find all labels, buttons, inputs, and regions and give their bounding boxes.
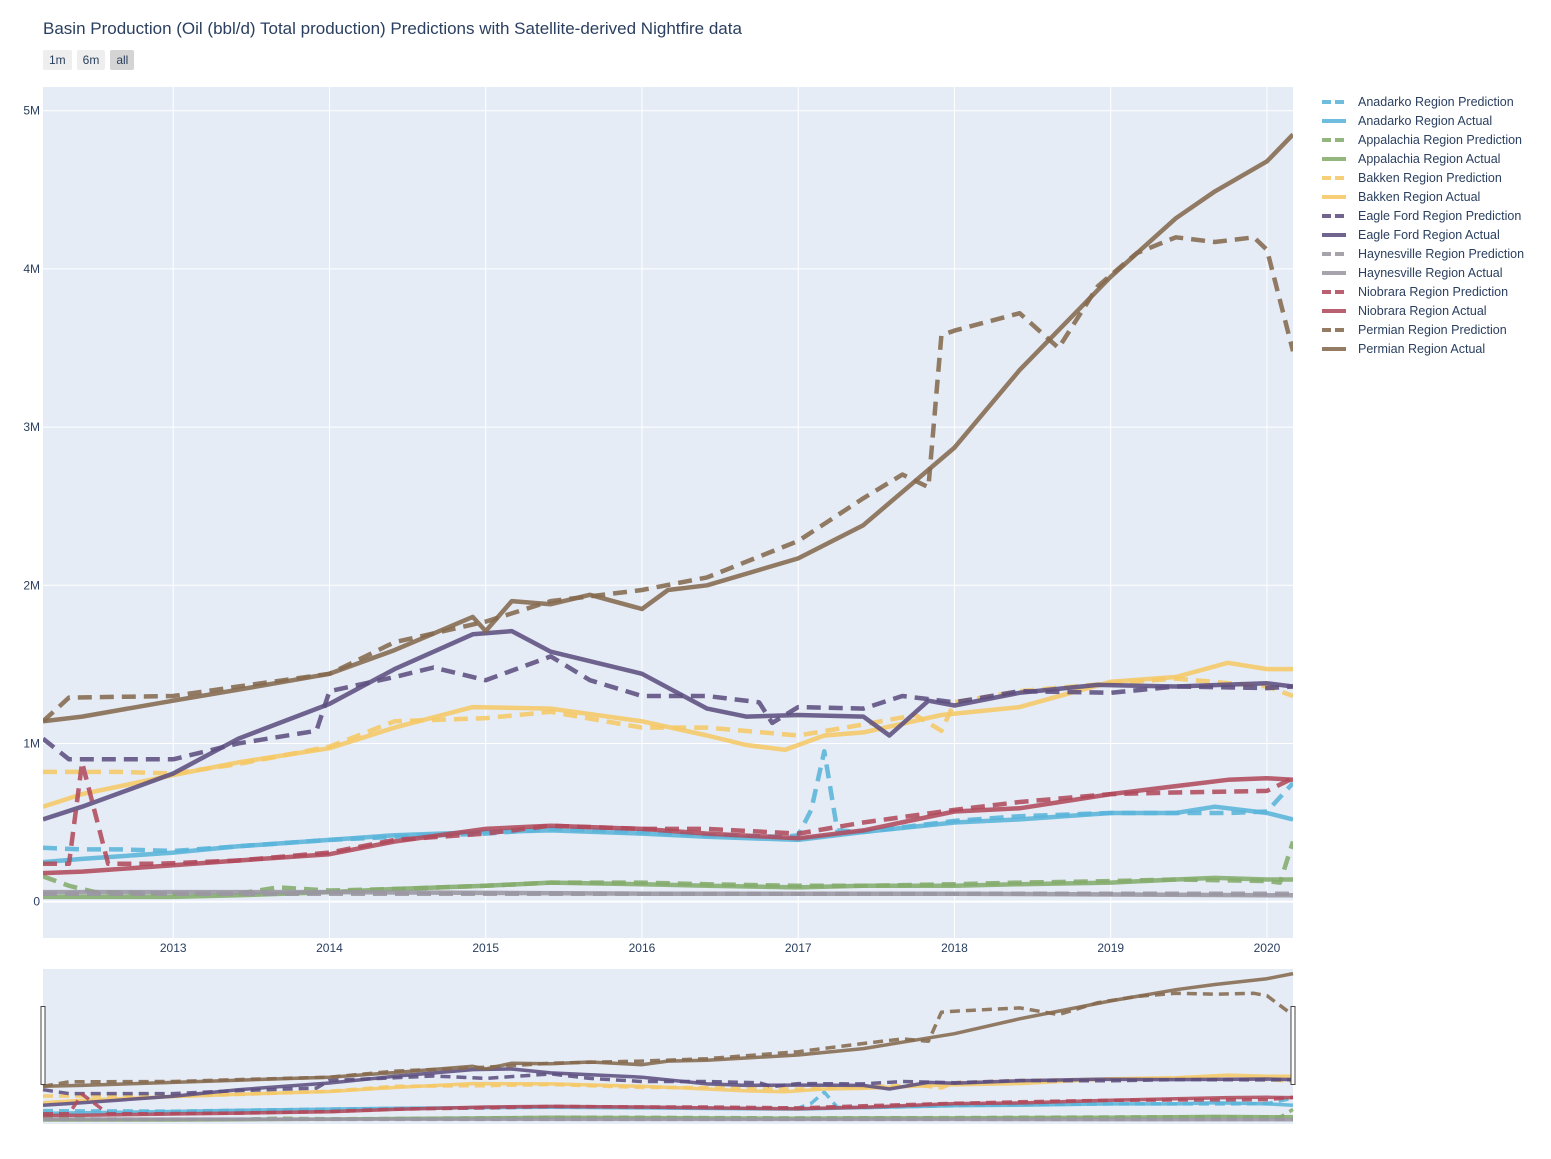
series-line-bakken-region-actual: [43, 660, 1293, 809]
series-group: [43, 132, 1293, 900]
legend-item-bakken-region-prediction[interactable]: Bakken Region Prediction: [1320, 168, 1524, 187]
x-tick-label: 2013: [160, 941, 187, 955]
x-tick-label: 2020: [1254, 941, 1281, 955]
legend-swatch: [1322, 251, 1346, 256]
legend-swatch: [1322, 270, 1346, 275]
rangeslider-line-permian-region-prediction: [42, 991, 1295, 1089]
legend-item-niobrara-region-prediction[interactable]: Niobrara Region Prediction: [1320, 282, 1524, 301]
x-tick-label: 2017: [785, 941, 812, 955]
legend-label: Anadarko Region Prediction: [1358, 94, 1514, 109]
legend-item-eagle-ford-region-actual[interactable]: Eagle Ford Region Actual: [1320, 225, 1524, 244]
y-tick-label: 5M: [23, 104, 40, 118]
legend-swatch: [1322, 232, 1346, 237]
legend-swatch: [1322, 156, 1346, 161]
y-tick-label: 3M: [23, 420, 40, 434]
series-line-permian-region-actual: [43, 132, 1293, 724]
legend-label: Bakken Region Prediction: [1358, 170, 1502, 185]
series-line-anadarko-region-actual: [43, 804, 1293, 865]
legend-swatch: [1322, 118, 1346, 123]
legend-label: Appalachia Region Actual: [1358, 151, 1501, 166]
rangeslider-line-niobrara-region-actual: [42, 1095, 1294, 1118]
legend-item-permian-region-actual[interactable]: Permian Region Actual: [1320, 339, 1524, 358]
legend-item-bakken-region-actual[interactable]: Bakken Region Actual: [1320, 187, 1524, 206]
legend-item-eagle-ford-region-prediction[interactable]: Eagle Ford Region Prediction: [1320, 206, 1524, 225]
rangeslider-line-haynesville-region-actual: [43, 1117, 1294, 1122]
rangeslider-series-group: [42, 971, 1295, 1122]
x-tick-label: 2014: [316, 941, 343, 955]
legend-item-niobrara-region-actual[interactable]: Niobrara Region Actual: [1320, 301, 1524, 320]
legend-label: Eagle Ford Region Actual: [1358, 227, 1500, 242]
legend-item-appalachia-region-prediction[interactable]: Appalachia Region Prediction: [1320, 130, 1524, 149]
legend-label: Appalachia Region Prediction: [1358, 132, 1522, 147]
range-button-all[interactable]: all: [110, 50, 135, 70]
legend-item-haynesville-region-prediction[interactable]: Haynesville Region Prediction: [1320, 244, 1524, 263]
legend-item-haynesville-region-actual[interactable]: Haynesville Region Actual: [1320, 263, 1524, 282]
legend-item-appalachia-region-actual[interactable]: Appalachia Region Actual: [1320, 149, 1524, 168]
legend: Anadarko Region Prediction Anadarko Regio…: [1320, 92, 1524, 358]
rangeslider-line-permian-region-actual: [42, 971, 1294, 1089]
legend-label: Bakken Region Actual: [1358, 189, 1481, 204]
legend-swatch: [1322, 137, 1346, 142]
legend-label: Niobrara Region Prediction: [1358, 284, 1509, 299]
series-line-haynesville-region-actual: [43, 889, 1293, 898]
x-tick-label: 2019: [1097, 941, 1124, 955]
legend-swatch: [1322, 289, 1346, 294]
y-tick-label: 4M: [23, 262, 40, 276]
rangeslider-handle-right[interactable]: [1290, 1006, 1296, 1085]
x-tick-label: 2016: [629, 941, 656, 955]
legend-label: Haynesville Region Prediction: [1358, 246, 1525, 261]
x-tick-label: 2015: [472, 941, 499, 955]
y-tick-label: 2M: [23, 578, 40, 592]
legend-swatch: [1322, 175, 1346, 180]
legend-swatch: [1322, 346, 1346, 351]
y-tick-label: 0: [33, 895, 40, 909]
legend-label: Permian Region Actual: [1358, 341, 1486, 356]
legend-label: Niobrara Region Actual: [1358, 303, 1487, 318]
legend-label: Eagle Ford Region Prediction: [1358, 208, 1522, 223]
legend-swatch: [1322, 327, 1346, 332]
legend-swatch: [1322, 194, 1346, 199]
legend-swatch: [1322, 213, 1346, 218]
range-selector: 1m 6m all: [43, 50, 135, 70]
rangeslider-line-eagle-ford-region-actual: [42, 1067, 1294, 1107]
legend-item-anadarko-region-actual[interactable]: Anadarko Region Actual: [1320, 111, 1524, 130]
legend-label: Permian Region Prediction: [1358, 322, 1507, 337]
legend-item-permian-region-prediction[interactable]: Permian Region Prediction: [1320, 320, 1524, 339]
rangeslider-area: [43, 969, 1293, 1124]
series-line-eagle-ford-region-actual: [43, 628, 1293, 822]
plot-area: [43, 87, 1293, 938]
legend-item-anadarko-region-prediction[interactable]: Anadarko Region Prediction: [1320, 92, 1524, 111]
legend-label: Anadarko Region Actual: [1358, 113, 1493, 128]
series-line-niobrara-region-actual: [43, 775, 1293, 876]
legend-label: Haynesville Region Actual: [1358, 265, 1503, 280]
range-button-1m[interactable]: 1m: [43, 50, 72, 70]
y-tick-label: 1M: [23, 736, 40, 750]
legend-swatch: [1322, 99, 1346, 104]
rangeslider-handle-left[interactable]: [40, 1006, 46, 1085]
chart-title: Basin Production (Oil (bbl/d) Total prod…: [43, 19, 742, 38]
legend-swatch: [1322, 308, 1346, 313]
x-tick-label: 2018: [941, 941, 968, 955]
range-button-6m[interactable]: 6m: [76, 50, 106, 70]
